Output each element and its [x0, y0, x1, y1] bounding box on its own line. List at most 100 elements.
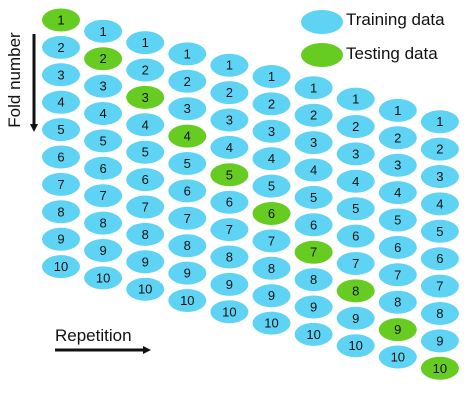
fold-ellipse — [42, 200, 80, 224]
fold-number-label-wrap: Fold number — [4, 32, 26, 127]
fold-ellipse — [420, 165, 459, 188]
training-fold-cell: 7 — [378, 263, 417, 287]
fold-number-text: 6 — [394, 240, 401, 255]
training-fold-cell: 2 — [294, 103, 333, 127]
fold-number-text: 8 — [394, 295, 401, 310]
fold-number-text: 5 — [57, 122, 64, 137]
training-fold-cell: 1 — [126, 31, 165, 55]
fold-ellipse — [378, 126, 417, 150]
fold-ellipse — [420, 274, 459, 298]
training-fold-cell: 4 — [252, 147, 291, 171]
fold-ellipse — [420, 192, 459, 216]
fold-number-text: 7 — [352, 256, 359, 271]
fold-ellipse — [84, 239, 123, 262]
fold-ellipse — [420, 247, 459, 271]
training-fold-cell: 7 — [210, 218, 249, 242]
fold-number-text: 9 — [57, 232, 64, 247]
fold-number-text: 10 — [138, 282, 152, 297]
fold-number-text: 3 — [184, 101, 191, 116]
fold-ellipse — [126, 31, 165, 55]
training-fold-cell: 2 — [378, 126, 417, 150]
fold-number-text: 8 — [57, 204, 64, 219]
fold-number-text: 1 — [268, 69, 275, 84]
fold-ellipse — [336, 87, 375, 111]
fold-ellipse — [210, 163, 249, 187]
fold-number-text: 3 — [226, 113, 233, 128]
training-fold-cell: 1 — [378, 98, 417, 122]
fold-ellipse — [420, 302, 459, 325]
fold-ellipse — [252, 202, 291, 225]
fold-number-text: 4 — [57, 95, 64, 110]
fold-ellipse — [42, 118, 80, 142]
training-fold-cell: 9 — [126, 250, 165, 274]
training-fold-cell: 8 — [420, 302, 459, 325]
fold-ellipse — [84, 184, 123, 208]
training-fold-cell: 4 — [210, 135, 249, 159]
training-fold-cell: 6 — [42, 145, 80, 169]
fold-number-text: 2 — [436, 142, 443, 157]
training-fold-cell: 4 — [84, 102, 123, 125]
fold-ellipse — [294, 185, 333, 209]
fold-number-text: 10 — [433, 361, 447, 376]
fold-number-text: 10 — [306, 327, 320, 342]
fold-number-text: 1 — [57, 13, 64, 28]
fold-ellipse — [294, 158, 333, 182]
fold-ellipse — [210, 245, 249, 269]
fold-number-text: 9 — [142, 254, 149, 269]
fold-number-text: 10 — [54, 259, 68, 274]
training-fold-cell: 1 — [420, 110, 459, 134]
fold-ellipse — [336, 115, 375, 138]
fold-ellipse — [252, 119, 291, 143]
fold-number-text: 8 — [184, 238, 191, 253]
fold-ellipse — [336, 252, 375, 275]
testing-fold-cell: 7 — [294, 240, 333, 264]
fold-ellipse — [168, 152, 207, 175]
training-fold-cell: 4 — [336, 169, 375, 193]
fold-number-text: 4 — [352, 174, 359, 189]
fold-number-text: 3 — [57, 67, 64, 82]
fold-number-text: 2 — [352, 119, 359, 134]
fold-ellipse — [126, 85, 165, 109]
fold-number-text: 5 — [352, 201, 359, 216]
fold-number-text: 8 — [268, 261, 275, 276]
testing-fold-cell: 10 — [420, 356, 459, 380]
fold-number-text: 5 — [142, 145, 149, 160]
fold-number-text: 1 — [436, 114, 443, 129]
training-fold-cell: 7 — [420, 274, 459, 298]
training-fold-cell: 10 — [42, 255, 80, 279]
fold-number-text: 5 — [99, 133, 106, 148]
fold-number-text: 10 — [348, 338, 362, 353]
fold-number-text: 4 — [184, 129, 191, 144]
testing-fold-cell: 4 — [168, 124, 207, 148]
testing-fold-cell: 9 — [378, 318, 417, 342]
training-fold-cell: 8 — [42, 200, 80, 224]
fold-number-text: 9 — [436, 333, 443, 348]
fold-ellipse — [252, 65, 291, 88]
testing-fold-cell: 8 — [336, 279, 375, 303]
fold-ellipse — [168, 289, 207, 312]
fold-number-text: 10 — [391, 350, 405, 365]
training-fold-cell: 2 — [210, 81, 249, 105]
training-fold-cell: 6 — [126, 168, 165, 192]
training-fold-cell: 3 — [168, 97, 207, 121]
fold-ellipse — [336, 197, 375, 221]
training-fold-cell: 9 — [84, 239, 123, 262]
training-fold-cell: 7 — [168, 206, 207, 230]
training-fold-cell: 3 — [336, 142, 375, 166]
fold-ellipse — [294, 240, 333, 264]
fold-number-text: 8 — [142, 227, 149, 242]
fold-ellipse — [378, 235, 417, 259]
fold-ellipse — [168, 234, 207, 258]
fold-number-text: 6 — [352, 229, 359, 244]
training-fold-cell: 2 — [252, 92, 291, 116]
fold-ellipse — [294, 322, 333, 346]
fold-number-text: 3 — [394, 158, 401, 173]
fold-ellipse — [126, 168, 165, 192]
legend-training-swatch — [301, 10, 343, 34]
fold-ellipse — [252, 311, 291, 335]
training-fold-cell: 2 — [336, 115, 375, 138]
fold-ellipse — [210, 108, 249, 132]
testing-fold-cell: 2 — [84, 47, 123, 71]
fold-number-text: 3 — [142, 90, 149, 105]
fold-number-text: 2 — [184, 74, 191, 89]
